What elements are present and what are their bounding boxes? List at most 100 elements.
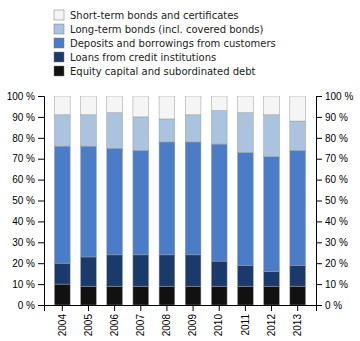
tick-label: 100 % (325, 91, 353, 102)
bar-segment (54, 96, 70, 115)
tick-mark (316, 242, 322, 243)
tick-mark (38, 263, 44, 264)
tick: 50 % (316, 195, 348, 206)
bar-segment (211, 144, 227, 261)
tick-label: 10 % (325, 279, 348, 290)
tick: 70 % (316, 153, 348, 164)
bar-series (54, 111, 305, 157)
bar-segment (238, 286, 254, 305)
legend-item: Long-term bonds (incl. covered bonds) (54, 24, 264, 35)
legend-item: Deposits and borrowings from customers (54, 38, 276, 49)
bar-segment (211, 286, 227, 305)
tick: 2010 (213, 305, 224, 336)
bar-segment (290, 96, 306, 121)
axis-line (45, 306, 317, 312)
tick: 2009 (187, 305, 198, 336)
legend-swatch (54, 66, 64, 76)
tick-label: 2004 (57, 314, 68, 337)
bar-segment (133, 255, 149, 286)
tick-mark (38, 138, 44, 139)
bar-segment (133, 286, 149, 305)
bar-segment (81, 115, 97, 146)
bar-segment (159, 119, 175, 142)
tick: 80 % (316, 133, 348, 144)
bar-segment (133, 117, 149, 150)
bar-segment (54, 284, 70, 305)
bar-segment (81, 286, 97, 305)
tick: 100 % (7, 91, 44, 102)
tick-label: 20 % (12, 258, 35, 269)
tick-mark (38, 117, 44, 118)
tick: 2012 (266, 305, 277, 336)
legend-item: Loans from credit institutions (54, 52, 216, 63)
axis-line (38, 97, 45, 306)
legend-label: Equity capital and subordinated debt (70, 66, 256, 77)
tick-mark (62, 305, 63, 311)
bar-segment (211, 111, 227, 144)
tick-mark (166, 305, 167, 311)
tick-label: 30 % (12, 237, 35, 248)
tick-mark (316, 117, 322, 118)
bar-segment (264, 115, 280, 157)
tick-mark (316, 138, 322, 139)
axis-line (317, 97, 323, 306)
bar-segment (238, 113, 254, 153)
legend-swatch (54, 52, 64, 62)
tick-label: 90 % (12, 112, 35, 123)
legend-label: Loans from credit institutions (70, 52, 216, 63)
bar-segment (81, 96, 97, 115)
bar-segment (54, 263, 70, 284)
tick-label: 20 % (325, 258, 348, 269)
tick-mark (245, 305, 246, 311)
tick-mark (219, 305, 220, 311)
bar-segment (107, 113, 123, 149)
bar-series (54, 96, 305, 121)
tick: 40 % (316, 216, 348, 227)
bar-segment (54, 115, 70, 146)
tick-mark (38, 284, 44, 285)
legend-label: Deposits and borrowings from customers (70, 38, 276, 49)
tick-mark (38, 242, 44, 243)
tick-mark (193, 305, 194, 311)
bar-segment (107, 96, 123, 113)
tick-label: 30 % (325, 237, 348, 248)
bar-segment (185, 255, 201, 286)
bar-segment (54, 146, 70, 263)
bar-segment (185, 142, 201, 255)
tick-label: 40 % (325, 216, 348, 227)
bar-segment (290, 286, 306, 305)
tick-mark (114, 305, 115, 311)
tick: 90 % (316, 112, 348, 123)
tick: 2008 (161, 305, 172, 336)
tick: 20 % (12, 258, 44, 269)
tick-mark (316, 96, 322, 97)
bar-segment (238, 96, 254, 113)
tick: 2011 (240, 305, 251, 336)
tick-label: 70 % (12, 153, 35, 164)
plot: 0 %10 %20 %30 %40 %50 %60 %70 %80 %90 %1… (7, 91, 354, 337)
bar-series (54, 142, 305, 272)
bar-segment (159, 142, 175, 255)
tick-mark (38, 180, 44, 181)
tick-mark (38, 96, 44, 97)
legend-label: Short-term bonds and certificates (70, 10, 239, 21)
bar-segment (264, 157, 280, 272)
bar-segment (290, 150, 306, 265)
tick-label: 2012 (266, 314, 277, 337)
tick: 10 % (12, 279, 44, 290)
bar-segment (211, 96, 227, 111)
legend-item: Equity capital and subordinated debt (54, 66, 256, 77)
tick: 30 % (12, 237, 44, 248)
tick-label: 2010 (213, 314, 224, 337)
tick-mark (297, 305, 298, 311)
tick-label: 40 % (12, 216, 35, 227)
tick-label: 2006 (109, 314, 120, 337)
tick: 40 % (12, 216, 44, 227)
legend-swatch (54, 24, 64, 34)
bar-segment (238, 265, 254, 286)
tick-mark (316, 221, 322, 222)
tick-mark (140, 305, 141, 311)
tick: 60 % (316, 174, 348, 185)
tick: 70 % (12, 153, 44, 164)
legend-swatch (54, 38, 64, 48)
